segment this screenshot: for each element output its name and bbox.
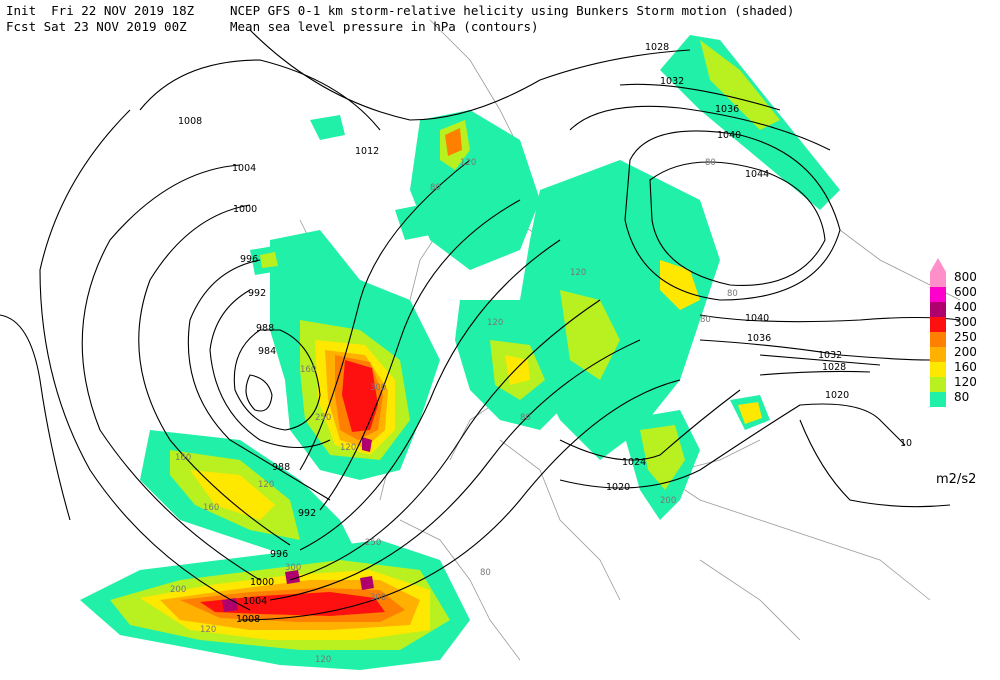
isobar-label: 1028: [645, 42, 669, 53]
legend-swatch: [930, 377, 946, 392]
isobars: [0, 29, 961, 621]
shade-400: [285, 570, 300, 584]
header-fcst: Fcst Sat 23 NOV 2019 00Z: [6, 19, 187, 34]
isobar-label: 1036: [747, 333, 771, 344]
helicity-label: 160: [175, 453, 191, 463]
legend-label-80: 80: [954, 390, 970, 404]
isobar-label: 1008: [178, 116, 202, 127]
isobar-label: 984: [258, 346, 276, 357]
shade-160: [190, 470, 275, 520]
shade-160: [660, 260, 700, 310]
helicity-label: 160: [203, 503, 219, 513]
helicity-label: 80: [700, 315, 711, 325]
isobar-label: 1028: [822, 362, 846, 373]
legend-units: m2/s2: [936, 472, 977, 487]
isobar-label: 1040: [745, 313, 769, 324]
legend-swatch: [930, 287, 946, 302]
isobar-label: 1044: [745, 169, 769, 180]
shade-80: [395, 205, 430, 240]
legend-swatch: [930, 392, 946, 407]
isobar-label: 1000: [233, 204, 257, 215]
helicity-label: 120: [460, 158, 476, 168]
isobar-label: 1032: [818, 350, 842, 361]
isobar-label: 1024: [622, 457, 646, 468]
helicity-label: 250: [315, 413, 331, 423]
shade-300: [342, 360, 378, 432]
isobar-label: 988: [272, 462, 290, 473]
shade-120: [640, 425, 685, 490]
shade-400: [222, 598, 238, 612]
header-title-2: Mean sea level pressure in hPa (contours…: [230, 19, 539, 34]
helicity-label: 300: [285, 563, 301, 573]
shade-80: [520, 160, 720, 460]
helicity-label: 200: [170, 585, 186, 595]
helicity-labels: 120 80 120 120 80 160 250 300 120 160 12…: [170, 158, 738, 665]
legend-swatch: [930, 347, 946, 362]
legend-label-120: 120: [954, 375, 977, 389]
legend-label-300: 300: [954, 315, 977, 329]
isobar-label: 996: [240, 254, 258, 265]
legend-swatch: [930, 302, 946, 317]
legend-swatch: [930, 362, 946, 377]
legend-label-800: 800: [954, 270, 977, 284]
helicity-label: 120: [258, 480, 274, 490]
helicity-label: 80: [520, 413, 531, 423]
helicity-label: 120: [340, 443, 356, 453]
legend-label-250: 250: [954, 330, 977, 344]
legend-label-600: 600: [954, 285, 977, 299]
shade-250: [445, 128, 462, 156]
shade-400: [362, 437, 372, 452]
isobar-label: 1000: [250, 577, 274, 588]
shade-80: [310, 115, 345, 140]
helicity-label: 160: [300, 365, 316, 375]
isobar-label: 1012: [355, 146, 379, 157]
helicity-label: 80: [480, 568, 491, 578]
isobar-label: 992: [298, 508, 316, 519]
helicity-label: 300: [370, 593, 386, 603]
helicity-shading: [80, 35, 840, 670]
helicity-label: 120: [200, 625, 216, 635]
header-init: Init Fri 22 NOV 2019 18Z: [6, 3, 195, 18]
legend-swatch: [930, 332, 946, 347]
isobar-label: 992: [248, 288, 266, 299]
legend-label-160: 160: [954, 360, 977, 374]
isobar-label: 996: [270, 549, 288, 560]
helicity-label: 300: [370, 383, 386, 393]
isobar-label: 1004: [232, 163, 256, 174]
isobar-label: 10: [900, 438, 912, 449]
legend-label-200: 200: [954, 345, 977, 359]
shade-120: [260, 252, 278, 268]
helicity-label: 120: [315, 655, 331, 665]
legend-swatch: [930, 317, 946, 332]
helicity-label: 250: [365, 538, 381, 548]
shade-160: [505, 355, 530, 385]
helicity-label: 200: [660, 496, 676, 506]
isobar-label: 1040: [717, 130, 741, 141]
legend-label-400: 400: [954, 300, 977, 314]
shade-120: [700, 40, 780, 130]
helicity-label: 120: [487, 318, 503, 328]
isobar-label: 988: [256, 323, 274, 334]
header-title-1: NCEP GFS 0-1 km storm-relative helicity …: [230, 3, 795, 18]
helicity-label: 120: [570, 268, 586, 278]
legend: [930, 258, 946, 407]
isobar-label: 1004: [243, 596, 267, 607]
helicity-label: 80: [727, 289, 738, 299]
isobar-label: 1008: [236, 614, 260, 625]
shade-400: [360, 576, 374, 590]
isobar-label: 1020: [825, 390, 849, 401]
shade-120: [738, 402, 762, 424]
shade-80: [660, 35, 840, 210]
isobar-label: 1036: [715, 104, 739, 115]
helicity-label: 80: [430, 183, 441, 193]
isobar-label: 1032: [660, 76, 684, 87]
legend-triangle: [930, 258, 946, 272]
isobar-labels: 1028 1032 1036 1040 1044 1012 1008 1004 …: [178, 42, 912, 625]
helicity-label: 80: [705, 158, 716, 168]
legend-swatch: [930, 272, 946, 287]
isobar-label: 1020: [606, 482, 630, 493]
